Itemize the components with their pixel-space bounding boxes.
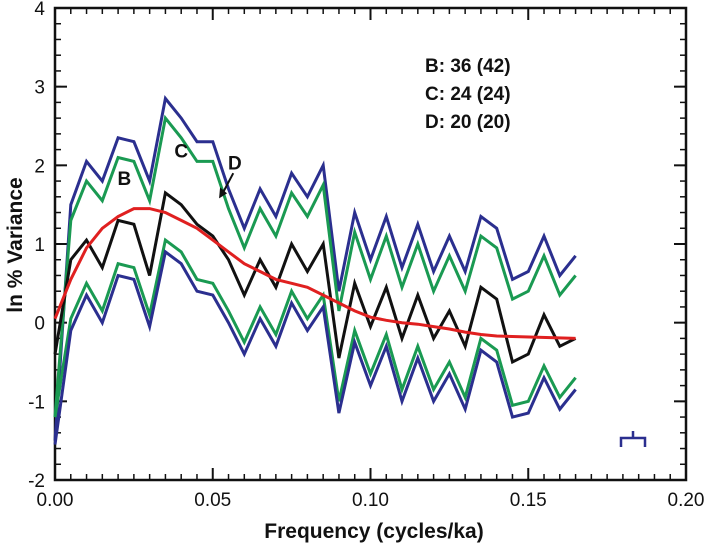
x-tick-label: 0.00 — [37, 490, 74, 511]
plot-frame — [53, 6, 688, 482]
annotations-group: B C D — [118, 141, 242, 199]
y-tick-label: 4 — [34, 0, 45, 20]
y-tick-label: 2 — [34, 156, 45, 177]
ticks-group: 0.00 0.05 0.10 0.15 0.20 -2 -1 0 1 2 3 4 — [28, 0, 704, 511]
bandwidth-marker — [619, 431, 647, 447]
y-tick-label: -1 — [28, 392, 45, 413]
x-tick-label: 0.05 — [194, 490, 231, 511]
series-line-0 — [53, 95, 577, 441]
annotation-d-arrowhead — [219, 187, 228, 199]
y-tick-label: -2 — [28, 471, 45, 492]
series-line-1 — [53, 114, 577, 418]
x-axis-title: Frequency (cycles/ka) — [264, 520, 483, 543]
y-tick-label: 0 — [34, 314, 45, 335]
bandwidth-bracket — [619, 431, 647, 447]
annotation-c: C — [174, 141, 188, 162]
annotation-d: D — [228, 153, 242, 174]
x-tick-label: 0.10 — [352, 490, 389, 511]
axes-frame — [53, 6, 688, 482]
x-tick-label: 0.15 — [510, 490, 547, 511]
legend-line-0: B: 36 (42) — [425, 56, 511, 77]
series-group — [53, 95, 577, 445]
series-line-4 — [53, 249, 577, 445]
series-line-5 — [53, 207, 576, 340]
y-tick-label: 1 — [34, 235, 45, 256]
legend-group: B: 36 (42) C: 24 (24) D: 20 (20) — [425, 56, 511, 133]
series-line-2 — [53, 190, 577, 365]
series-line-3 — [53, 237, 577, 418]
y-tick-label: 3 — [34, 78, 45, 99]
x-tick-label: 0.20 — [668, 490, 705, 511]
annotation-b: B — [118, 169, 132, 190]
y-axis-title: ln % Variance — [4, 177, 27, 312]
legend-line-2: D: 20 (20) — [425, 112, 511, 133]
legend-line-1: C: 24 (24) — [425, 84, 511, 105]
